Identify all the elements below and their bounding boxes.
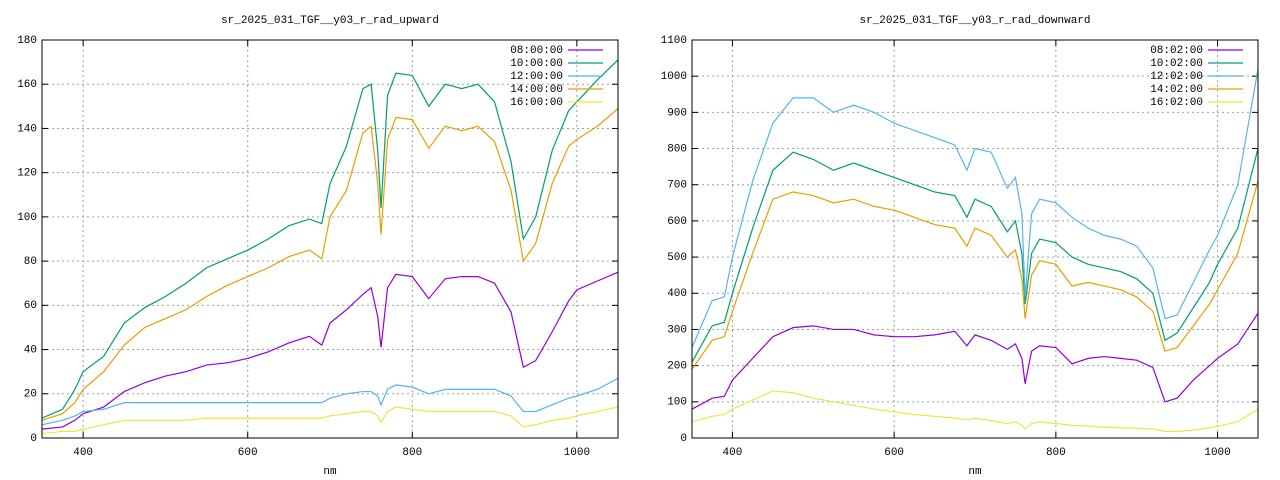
plot-frame — [41, 39, 619, 439]
series-line — [692, 312, 1258, 410]
y-tick-label: 0 — [30, 433, 37, 445]
y-tick-label: 0 — [680, 433, 687, 445]
series-line — [42, 108, 618, 421]
chart-title: sr_2025_031_TGF__y03_r_rad_upward — [221, 15, 439, 27]
y-tick-label: 200 — [667, 361, 687, 373]
x-tick-label: 1000 — [564, 447, 590, 459]
y-tick-label: 60 — [24, 300, 37, 312]
x-tick-label: 400 — [73, 447, 93, 459]
x-tick-label: 600 — [238, 447, 258, 459]
legend-label: 14:02:00 — [1150, 84, 1203, 96]
plot-frame — [691, 39, 1259, 439]
x-axis-label: nm — [323, 466, 337, 478]
y-tick-label: 40 — [24, 344, 37, 356]
legend-label: 12:02:00 — [1150, 71, 1203, 83]
x-tick-label: 600 — [884, 447, 904, 459]
series-line — [42, 406, 618, 435]
y-tick-label: 900 — [667, 107, 687, 119]
x-axis-label: nm — [968, 466, 982, 478]
legend-label: 10:02:00 — [1150, 58, 1203, 70]
series-line — [692, 390, 1258, 433]
series-line — [42, 59, 618, 419]
x-tick-label: 1000 — [1204, 447, 1230, 459]
legend-label: 08:02:00 — [1150, 45, 1203, 57]
series-line — [692, 68, 1258, 348]
legend-label: 16:02:00 — [1150, 97, 1203, 109]
x-tick-label: 400 — [723, 447, 743, 459]
legend-label: 16:00:00 — [510, 97, 563, 109]
y-tick-label: 160 — [17, 79, 37, 91]
y-tick-label: 1000 — [661, 71, 687, 83]
y-tick-label: 700 — [667, 180, 687, 192]
y-tick-label: 800 — [667, 143, 687, 155]
y-tick-label: 400 — [667, 288, 687, 300]
y-tick-label: 140 — [17, 123, 37, 135]
series-line — [692, 180, 1258, 370]
x-tick-label: 800 — [1046, 447, 1066, 459]
x-tick-label: 800 — [402, 447, 422, 459]
legend-label: 12:00:00 — [510, 71, 563, 83]
legend-label: 08:00:00 — [510, 45, 563, 57]
y-tick-label: 600 — [667, 216, 687, 228]
y-tick-label: 100 — [17, 212, 37, 224]
y-tick-label: 100 — [667, 397, 687, 409]
legend-label: 14:00:00 — [510, 84, 563, 96]
y-tick-label: 80 — [24, 256, 37, 268]
y-tick-label: 120 — [17, 168, 37, 180]
legend-label: 10:00:00 — [510, 58, 563, 70]
y-tick-label: 1100 — [661, 35, 687, 47]
y-tick-label: 500 — [667, 252, 687, 264]
y-tick-label: 180 — [17, 35, 37, 47]
y-tick-label: 300 — [667, 324, 687, 336]
series-line — [42, 377, 618, 426]
y-tick-label: 20 — [24, 389, 37, 401]
chart-title: sr_2025_031_TGF__y03_r_rad_downward — [859, 15, 1090, 27]
series-line — [692, 148, 1258, 363]
series-line — [42, 271, 618, 430]
